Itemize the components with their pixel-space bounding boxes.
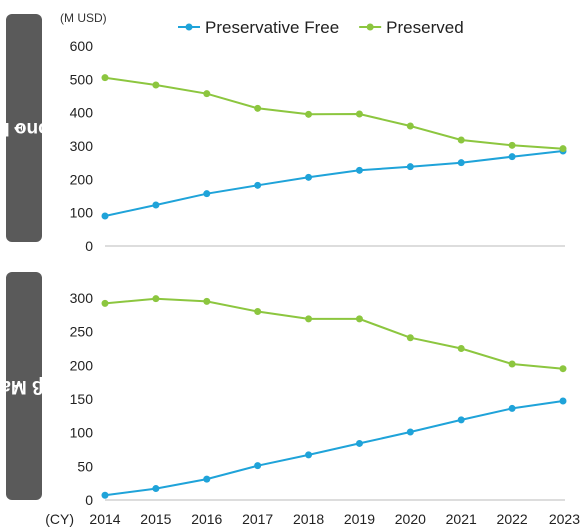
legend-label-1: Preservative Free bbox=[205, 18, 339, 37]
data-point-p2-s1-2016 bbox=[203, 475, 211, 483]
data-point-p1-s2-2016 bbox=[203, 90, 211, 98]
data-point-p2-s2-2021 bbox=[457, 345, 465, 352]
series-line-p2-s2 bbox=[104, 297, 564, 370]
x-tick-label-2020: 2020 bbox=[395, 511, 426, 527]
panel-label-pg-mono: PG mono Market1 bbox=[0, 14, 99, 242]
data-point-p2-s1-2014 bbox=[101, 491, 109, 499]
data-point-p2-s1-2019 bbox=[355, 439, 363, 447]
data-point-p2-s2-2015 bbox=[152, 295, 160, 303]
data-point-p2-s1-2023 bbox=[559, 397, 567, 405]
data-point-p1-s2-2014 bbox=[101, 74, 109, 82]
data-point-p1-s1-2017 bbox=[254, 181, 262, 189]
y-tick-label-p2-150: 150 bbox=[70, 391, 94, 407]
x-axis-prefix: (CY) bbox=[45, 511, 74, 527]
y-tick-label-p1-100: 100 bbox=[70, 205, 94, 221]
data-point-p1-s2-2019 bbox=[355, 110, 363, 118]
data-point-p2-s2-2022 bbox=[508, 360, 516, 368]
data-point-p1-s2-2021 bbox=[457, 136, 465, 144]
data-point-p1-s2-2018 bbox=[305, 110, 313, 118]
legend-marker-2 bbox=[366, 23, 374, 31]
series-line-p2-s1 bbox=[104, 400, 564, 497]
y-tick-label-p2-200: 200 bbox=[70, 357, 94, 373]
y-tick-label-p2-300: 300 bbox=[70, 290, 94, 306]
data-point-p2-s1-2022 bbox=[508, 404, 516, 412]
data-point-p1-s2-2023 bbox=[559, 145, 567, 153]
y-tick-label-p1-400: 400 bbox=[70, 105, 94, 121]
data-point-p2-s1-2017 bbox=[254, 462, 262, 470]
data-point-p2-s2-2016 bbox=[203, 297, 211, 305]
x-tick-label-2022: 2022 bbox=[497, 511, 528, 527]
data-point-p1-s1-2015 bbox=[152, 201, 160, 209]
unit-label: (M USD) bbox=[60, 11, 107, 25]
data-point-p1-s1-2022 bbox=[508, 153, 516, 161]
y-tick-label-p1-500: 500 bbox=[70, 71, 94, 87]
data-point-p1-s2-2015 bbox=[152, 81, 160, 89]
data-point-p1-s2-2017 bbox=[254, 104, 262, 112]
panel-label-pg-beta: PG+β Market1 bbox=[0, 272, 82, 500]
data-point-p1-s2-2022 bbox=[508, 141, 516, 149]
series-line-p1-s2 bbox=[104, 76, 564, 150]
x-tick-label-2014: 2014 bbox=[89, 511, 120, 527]
data-point-p2-s2-2014 bbox=[101, 299, 109, 307]
data-point-p2-s2-2018 bbox=[305, 315, 313, 323]
data-point-p1-s2-2020 bbox=[406, 122, 414, 130]
x-tick-label-2023: 2023 bbox=[549, 511, 580, 527]
x-tick-label-2018: 2018 bbox=[293, 511, 324, 527]
series-line-p1-s1 bbox=[104, 150, 564, 217]
data-point-p1-s1-2016 bbox=[203, 190, 211, 198]
data-point-p1-s1-2018 bbox=[305, 173, 313, 181]
data-point-p2-s1-2020 bbox=[406, 428, 414, 436]
data-point-p2-s2-2019 bbox=[355, 315, 363, 323]
y-tick-label-p1-200: 200 bbox=[70, 171, 94, 187]
x-tick-label-2021: 2021 bbox=[446, 511, 477, 527]
y-tick-label-p2-100: 100 bbox=[70, 425, 94, 441]
data-point-p2-s2-2020 bbox=[406, 334, 414, 342]
x-tick-label-2019: 2019 bbox=[344, 511, 375, 527]
data-point-p1-s1-2019 bbox=[355, 166, 363, 174]
legend-marker-1 bbox=[185, 23, 193, 31]
data-point-p1-s1-2020 bbox=[406, 163, 414, 171]
y-tick-label-p2-0: 0 bbox=[85, 492, 93, 508]
y-tick-label-p1-600: 600 bbox=[70, 38, 94, 54]
data-point-p2-s1-2018 bbox=[305, 451, 313, 459]
y-tick-label-p1-0: 0 bbox=[85, 238, 93, 254]
x-tick-label-2016: 2016 bbox=[191, 511, 222, 527]
data-point-p1-s1-2021 bbox=[457, 159, 465, 167]
y-tick-label-p1-300: 300 bbox=[70, 138, 94, 154]
legend-label-2: Preserved bbox=[386, 18, 463, 37]
data-point-p2-s1-2021 bbox=[457, 416, 465, 424]
y-tick-label-p2-250: 250 bbox=[70, 324, 94, 340]
x-tick-label-2015: 2015 bbox=[140, 511, 171, 527]
data-point-p2-s1-2015 bbox=[152, 485, 160, 493]
y-tick-label-p2-50: 50 bbox=[77, 458, 93, 474]
data-point-p2-s2-2023 bbox=[559, 365, 567, 373]
data-point-p2-s2-2017 bbox=[254, 307, 262, 315]
x-tick-label-2017: 2017 bbox=[242, 511, 273, 527]
data-point-p1-s1-2014 bbox=[101, 212, 109, 220]
